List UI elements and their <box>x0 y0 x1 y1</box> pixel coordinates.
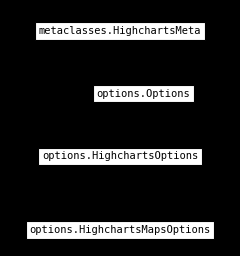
Text: metaclasses.HighchartsMeta: metaclasses.HighchartsMeta <box>39 26 201 36</box>
Text: options.HighchartsMapsOptions: options.HighchartsMapsOptions <box>29 225 211 235</box>
Text: options.HighchartsOptions: options.HighchartsOptions <box>42 151 198 161</box>
Text: options.Options: options.Options <box>96 89 190 99</box>
